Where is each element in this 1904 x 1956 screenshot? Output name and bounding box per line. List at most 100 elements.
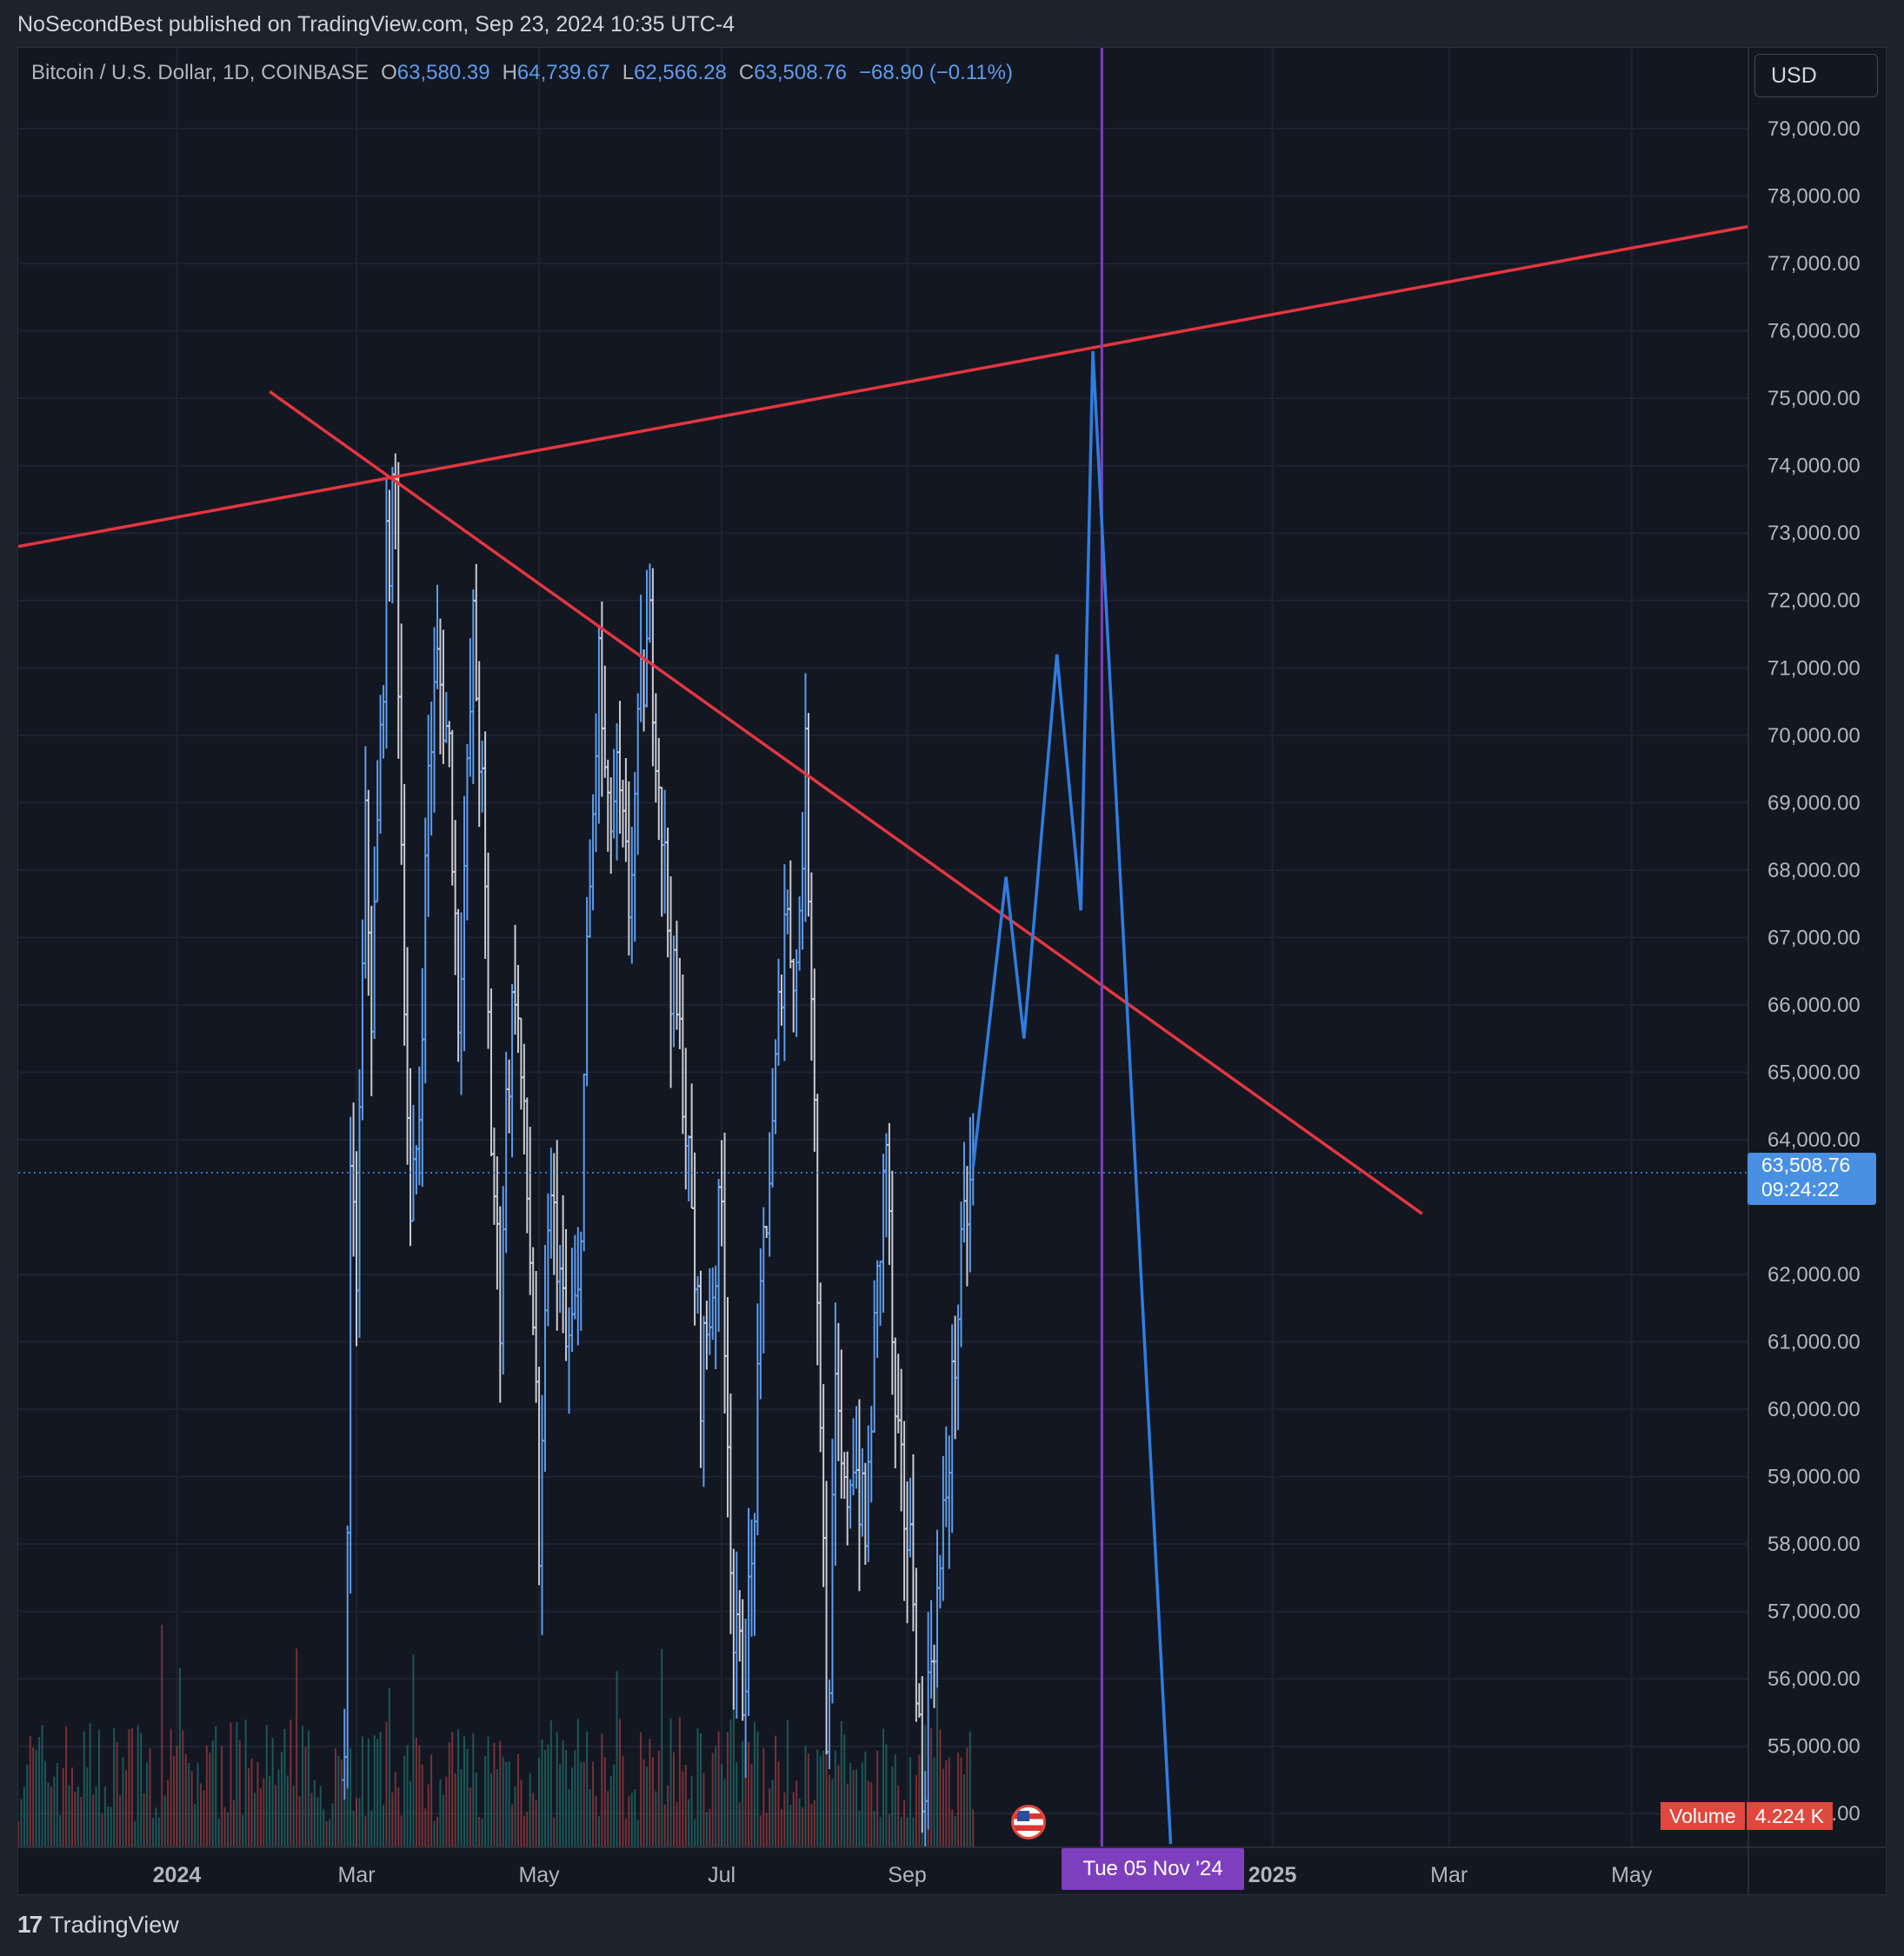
volume-bar [783, 1792, 786, 1847]
x-tick-label: May [518, 1863, 560, 1887]
volume-bar [280, 1752, 283, 1847]
y-tick-label: 58,000.00 [1768, 1533, 1861, 1556]
volume-bar [930, 1727, 933, 1847]
price-bar [790, 959, 796, 1033]
volume-bar [92, 1794, 95, 1847]
y-tick-label: 55,000.00 [1768, 1735, 1861, 1759]
open-label: O [381, 61, 397, 84]
volume-bar [559, 1764, 562, 1847]
projection-path [971, 350, 1173, 1845]
volume-bar [59, 1814, 62, 1847]
currency-button[interactable]: USD [1754, 54, 1878, 97]
price-bar [348, 1116, 354, 1594]
price-bar [716, 1178, 722, 1332]
volume-bar [18, 1820, 19, 1847]
volume-bar [789, 1805, 792, 1847]
price-bar [608, 777, 614, 875]
volume-bar [864, 1751, 867, 1847]
volume-bar [391, 1792, 394, 1847]
price-bar [605, 759, 611, 852]
y-tick-label: 64,000.00 [1768, 1128, 1861, 1152]
volume-bar [430, 1754, 433, 1847]
volume-bar [346, 1764, 349, 1847]
volume-bar [403, 1755, 406, 1847]
volume-bar [903, 1800, 906, 1847]
price-bar [375, 760, 381, 903]
price-chart[interactable]: 79,000.00 78,000.00 77,000.00 76,000.00 75,0… [18, 48, 1886, 1894]
price-bar [922, 1771, 929, 1847]
price-bar [850, 1418, 856, 1496]
volume-bar [379, 1732, 382, 1847]
price-bar [569, 1247, 575, 1353]
volume-bar [86, 1767, 89, 1847]
price-bar [895, 1354, 902, 1434]
volume-bar [583, 1761, 585, 1847]
volume-bar [20, 1799, 23, 1847]
footer-brand[interactable]: 17 TradingView [17, 1911, 179, 1939]
volume-bar [316, 1797, 319, 1847]
price-bar [440, 629, 446, 764]
us-flag-icon[interactable] [1011, 1805, 1046, 1840]
price-bar [889, 1170, 895, 1395]
price-bar [622, 758, 629, 862]
price-bar [916, 1683, 922, 1718]
price-bar [844, 1451, 850, 1546]
price-bar [527, 1127, 533, 1295]
volume-bar [445, 1776, 448, 1847]
volume-bar [140, 1733, 143, 1847]
volume-bar [634, 1789, 636, 1847]
volume-bar [935, 1678, 938, 1847]
price-bar [940, 1456, 946, 1601]
volume-bar [442, 1794, 444, 1847]
price-bar [410, 1105, 416, 1222]
volume-bar [170, 1728, 172, 1847]
volume-layer [18, 1624, 975, 1847]
volume-bar [694, 1819, 696, 1847]
volume-bar [753, 1721, 756, 1847]
price-bar [881, 1154, 886, 1313]
volume-bar [47, 1782, 50, 1847]
price-bar [551, 1153, 557, 1275]
price-bar [617, 701, 623, 834]
volume-legend[interactable]: Volume 4.224 K [1661, 1802, 1834, 1830]
price-bar [545, 1193, 551, 1327]
price-bar [805, 713, 811, 917]
price-bar [653, 693, 659, 803]
brand-name: TradingView [50, 1911, 179, 1938]
volume-bar [292, 1785, 295, 1847]
price-bar [396, 462, 402, 759]
y-tick-label: 79,000.00 [1768, 117, 1861, 141]
axes-layer: 79,000.00 78,000.00 77,000.00 76,000.00 75,0… [18, 48, 1886, 1894]
symbol-name[interactable]: Bitcoin / U.S. Dollar, 1D, COINBASE [31, 61, 369, 84]
volume-bar [541, 1739, 543, 1847]
volume-bar [122, 1756, 124, 1847]
price-bar [821, 1384, 827, 1587]
price-bar [404, 947, 410, 1165]
volume-bar [840, 1720, 842, 1847]
price-bar [557, 1245, 563, 1314]
price-bar [470, 589, 476, 784]
volume-bar [837, 1765, 840, 1847]
price-bar [429, 701, 435, 836]
volume-bar [173, 1756, 176, 1847]
volume-bar [580, 1761, 583, 1847]
volume-bar [190, 1771, 193, 1847]
price-bar [751, 1513, 757, 1636]
price-bar [503, 1051, 509, 1254]
price-bar [659, 786, 665, 917]
price-bar [769, 1068, 776, 1188]
price-bar [548, 1148, 554, 1259]
volume-bar [89, 1723, 91, 1847]
volume-bar [397, 1787, 400, 1847]
volume-bar [113, 1728, 116, 1847]
volume-bar [759, 1815, 762, 1847]
volume-bar [657, 1750, 660, 1847]
chart-panel[interactable]: 79,000.00 78,000.00 77,000.00 76,000.00 75,0… [17, 47, 1887, 1895]
volume-bar [373, 1735, 376, 1847]
volume-bar [780, 1808, 782, 1847]
volume-bar [879, 1817, 882, 1847]
price-bar [695, 1275, 701, 1314]
price-bar [788, 860, 794, 968]
volume-bar [457, 1729, 460, 1847]
volume-bar [271, 1737, 274, 1847]
